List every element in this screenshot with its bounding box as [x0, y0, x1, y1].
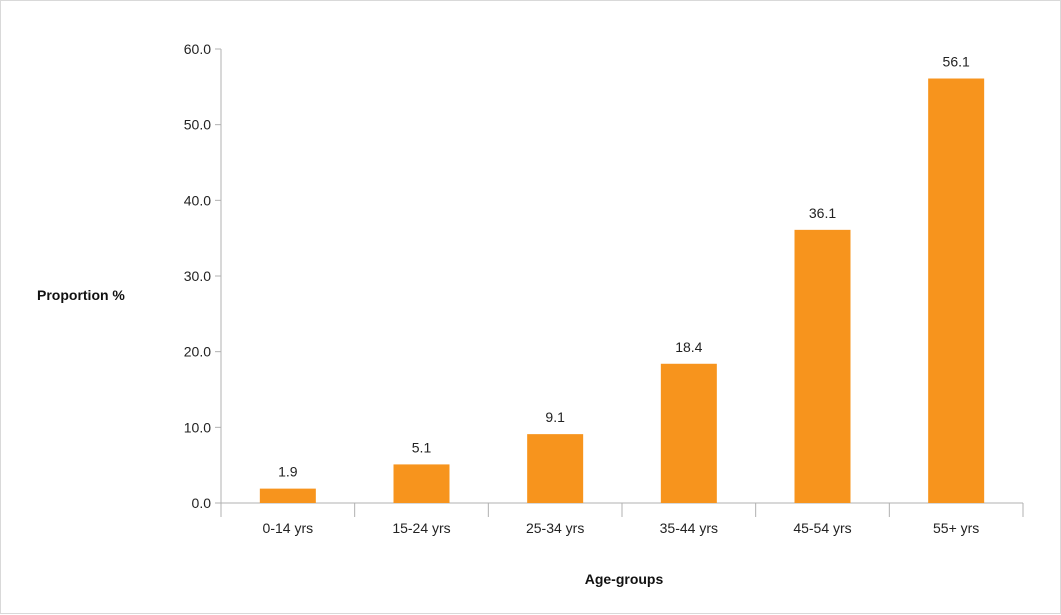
- y-tick-label: 20.0: [184, 344, 211, 360]
- x-axis-title: Age-groups: [585, 571, 664, 587]
- y-tick-label: 50.0: [184, 117, 211, 133]
- bar: [660, 363, 717, 503]
- x-tick-label: 35-44 yrs: [660, 520, 718, 536]
- bar-value-label: 9.1: [545, 409, 565, 425]
- bar: [259, 488, 316, 503]
- bars: [259, 78, 985, 504]
- bar: [393, 464, 450, 503]
- y-tick-label: 0.0: [192, 495, 212, 511]
- y-tick-label: 30.0: [184, 268, 211, 284]
- bar-value-label: 1.9: [278, 464, 298, 480]
- x-axis: 0-14 yrs 15-24 yrs 25-34 yrs 35-44 yrs 45-54…: [220, 502, 1024, 536]
- bar: [928, 78, 985, 503]
- x-tick-label: 45-54 yrs: [793, 520, 851, 536]
- x-tick-label: 15-24 yrs: [392, 520, 450, 536]
- y-tick-label: 10.0: [184, 419, 211, 435]
- y-tick-label: 60.0: [184, 41, 211, 57]
- x-tick-label: 25-34 yrs: [526, 520, 584, 536]
- bar-value-label: 5.1: [412, 439, 432, 455]
- y-axis-title: Proportion %: [37, 287, 125, 303]
- x-tick-label: 0-14 yrs: [263, 520, 314, 536]
- data-labels: 1.9 5.1 9.1 18.4 36.1 56.1: [278, 54, 970, 480]
- bar: [794, 229, 851, 504]
- bar-value-label: 36.1: [809, 205, 836, 221]
- bar-value-label: 18.4: [675, 339, 702, 355]
- bar: [527, 434, 584, 503]
- y-axis: 0.0 10.0 20.0 30.0 40.0 50.0 60.0: [184, 41, 222, 511]
- x-tick-label: 55+ yrs: [933, 520, 979, 536]
- y-tick-label: 40.0: [184, 192, 211, 208]
- bar-value-label: 56.1: [943, 54, 970, 70]
